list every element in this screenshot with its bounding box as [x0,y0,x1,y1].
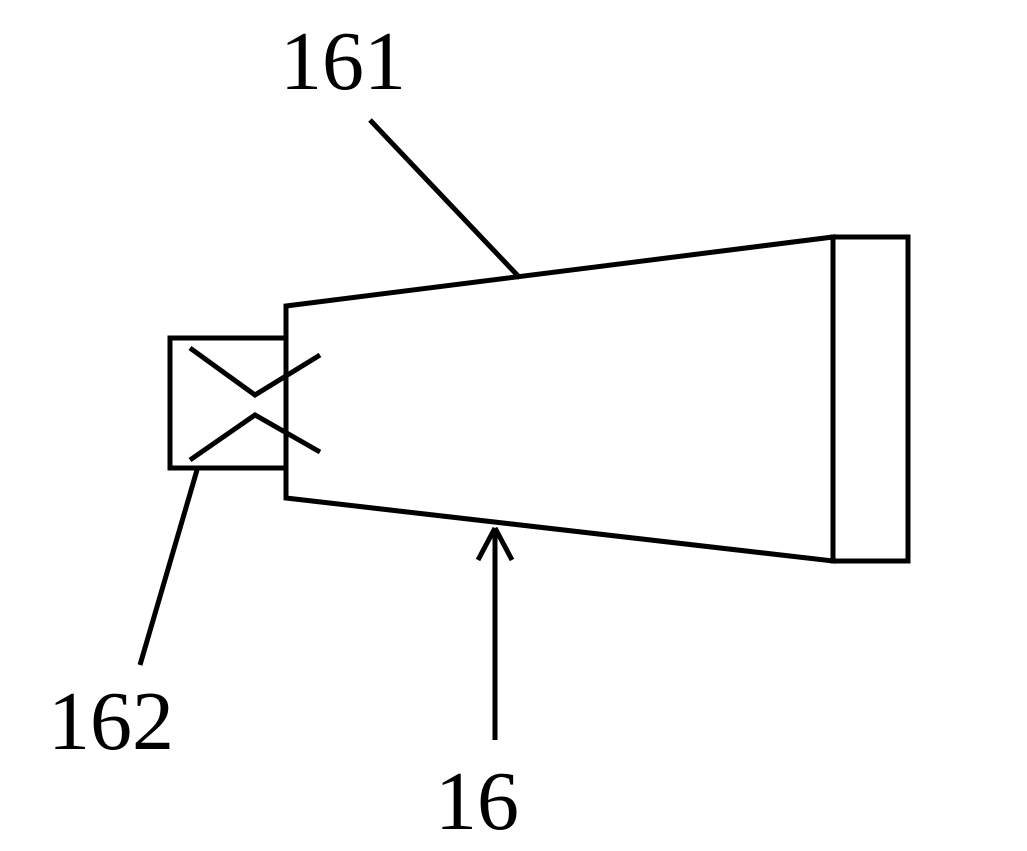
chevron-bottom [190,415,320,460]
leader-161 [370,120,520,278]
label-161: 161 [280,20,406,104]
label-16: 16 [435,760,519,844]
leader-16-arrow-right [495,528,512,560]
left-neck [170,338,286,468]
leader-16-arrow-left [478,528,495,560]
chevron-top [190,348,320,395]
label-162: 162 [48,680,174,764]
leader-162 [140,470,197,665]
funnel-body [286,237,833,561]
right-block [833,237,908,561]
